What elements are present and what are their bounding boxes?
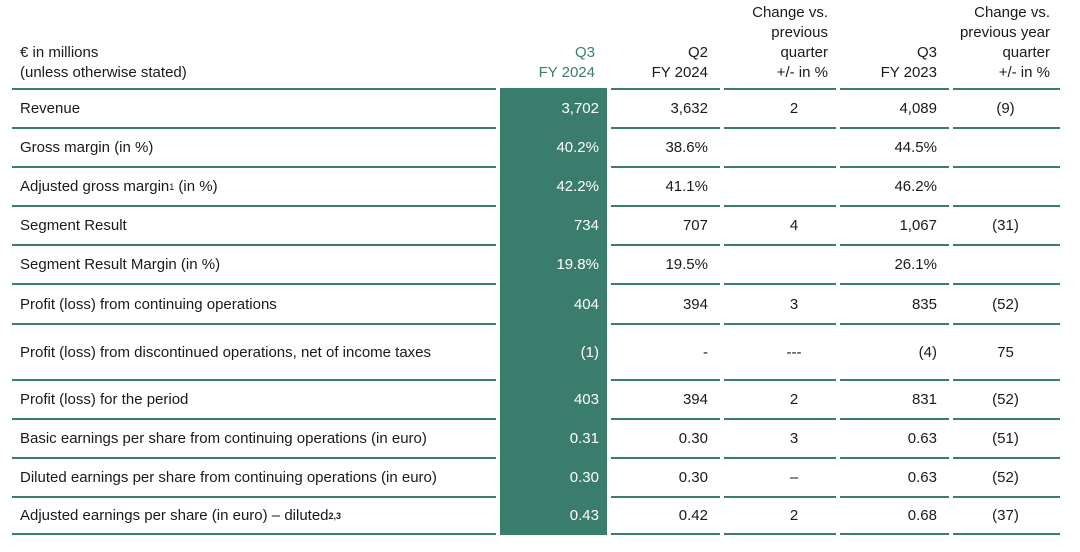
value-change-quarter: 3 bbox=[789, 430, 799, 447]
table-row: Profit (loss) from discontinued operatio… bbox=[12, 323, 1060, 379]
table-row: Profit (loss) for the period 403 394 2 831 (5… bbox=[12, 379, 1060, 418]
value-change-quarter bbox=[722, 129, 838, 166]
table-body: Revenue 3,702 3,632 2 4,089 (9) Gross margin (… bbox=[12, 88, 1060, 535]
row-label: Segment Result bbox=[20, 217, 127, 234]
value-q3-fy2024: 404 bbox=[496, 285, 609, 323]
value-q2-fy2024: 707 bbox=[682, 217, 708, 234]
value-change-quarter: 2 bbox=[789, 100, 799, 117]
value-change-year bbox=[951, 168, 1060, 205]
column-divider bbox=[949, 0, 953, 535]
header-change-quarter: Change vs. previous quarter +/- in % bbox=[752, 4, 828, 81]
value-q2-fy2024: 394 bbox=[682, 391, 708, 408]
row-label: Profit (loss) from continuing operations bbox=[20, 295, 277, 313]
footnote-marker: 2,3 bbox=[328, 510, 342, 521]
row-label: Profit (loss) for the period bbox=[20, 391, 189, 408]
value-change-year: (52) bbox=[992, 295, 1019, 313]
value-q3-fy2023: 1,067 bbox=[899, 217, 937, 234]
header-label: € in millions (unless otherwise stated) bbox=[12, 0, 496, 88]
value-q2-fy2024: 394 bbox=[682, 295, 708, 313]
value-q3-fy2023: 835 bbox=[911, 295, 937, 313]
value-q3-fy2023: (4) bbox=[918, 343, 937, 361]
value-q3-fy2024: 19.8% bbox=[496, 246, 609, 283]
value-change-quarter bbox=[722, 168, 838, 205]
value-q2-fy2024: 0.30 bbox=[678, 469, 708, 486]
value-change-quarter: – bbox=[789, 469, 799, 486]
value-change-quarter bbox=[722, 246, 838, 283]
value-q3-fy2023: 26.1% bbox=[894, 256, 937, 273]
row-label: Basic earnings per share from continuing… bbox=[20, 430, 427, 447]
financial-table: € in millions (unless otherwise stated) … bbox=[12, 0, 1060, 535]
value-q3-fy2023: 4,089 bbox=[899, 100, 937, 117]
row-label: Segment Result Margin (in %) bbox=[20, 256, 221, 273]
table-row: Diluted earnings per share from continui… bbox=[12, 457, 1060, 496]
value-change-quarter: 4 bbox=[789, 217, 799, 234]
table-row: Gross margin (in %) 40.2% 38.6% 44.5% bbox=[12, 127, 1060, 166]
header-change-year: Change vs. previous year quarter +/- in … bbox=[959, 4, 1050, 81]
value-q3-fy2024: 0.31 bbox=[496, 420, 609, 457]
table-row: Profit (loss) from continuing operations… bbox=[12, 283, 1060, 323]
value-change-year: (52) bbox=[992, 469, 1019, 486]
value-q3-fy2023: 831 bbox=[911, 391, 937, 408]
value-q3-fy2023: 0.68 bbox=[907, 507, 937, 524]
value-q2-fy2024: 3,632 bbox=[670, 100, 708, 117]
row-label: Diluted earnings per share from continui… bbox=[20, 469, 437, 486]
value-q3-fy2023: 0.63 bbox=[907, 469, 937, 486]
value-change-quarter: 3 bbox=[789, 295, 799, 313]
row-label: Revenue bbox=[20, 100, 81, 117]
header-unit: € in millions bbox=[20, 44, 99, 61]
column-divider bbox=[720, 0, 724, 535]
value-q3-fy2024: 403 bbox=[496, 381, 609, 418]
header-q3-fy2023: Q3 FY 2023 bbox=[880, 44, 937, 81]
row-label: Adjusted earnings per share (in euro) – … bbox=[20, 507, 342, 524]
value-change-year: (31) bbox=[992, 217, 1019, 234]
value-q3-fy2024: (1) bbox=[496, 325, 609, 379]
value-q3-fy2024: 3,702 bbox=[496, 90, 609, 127]
table-row: Adjusted gross margin 1 (in %) 42.2% 41.1% 4… bbox=[12, 166, 1060, 205]
value-q3-fy2024: 0.43 bbox=[496, 498, 609, 533]
table-row: Segment Result Margin (in %) 19.8% 19.5% 26… bbox=[12, 244, 1060, 283]
column-divider bbox=[607, 0, 611, 535]
table-row: Adjusted earnings per share (in euro) – … bbox=[12, 496, 1060, 535]
value-q2-fy2024: 0.30 bbox=[678, 430, 708, 447]
value-change-year: (37) bbox=[992, 507, 1019, 524]
value-q2-fy2024: - bbox=[703, 343, 708, 361]
value-q3-fy2024: 734 bbox=[496, 207, 609, 244]
table-row: Basic earnings per share from continuing… bbox=[12, 418, 1060, 457]
header-q3-fy2024: Q3 FY 2024 bbox=[538, 44, 595, 81]
value-change-year: (52) bbox=[992, 391, 1019, 408]
value-change-year: (9) bbox=[996, 100, 1015, 117]
value-q2-fy2024: 41.1% bbox=[665, 178, 708, 195]
table-row: Revenue 3,702 3,632 2 4,089 (9) bbox=[12, 88, 1060, 127]
value-q3-fy2024: 42.2% bbox=[496, 168, 609, 205]
value-change-year bbox=[951, 129, 1060, 166]
value-q3-fy2024: 40.2% bbox=[496, 129, 609, 166]
value-q3-fy2023: 46.2% bbox=[894, 178, 937, 195]
value-q2-fy2024: 38.6% bbox=[665, 139, 708, 156]
value-q2-fy2024: 0.42 bbox=[678, 507, 708, 524]
table-row: Segment Result 734 707 4 1,067 (31) bbox=[12, 205, 1060, 244]
header-q2-fy2024: Q2 FY 2024 bbox=[651, 44, 708, 81]
value-change-year bbox=[951, 246, 1060, 283]
header-unit-note: (unless otherwise stated) bbox=[20, 64, 187, 81]
value-q3-fy2023: 0.63 bbox=[907, 430, 937, 447]
row-label: Profit (loss) from discontinued operatio… bbox=[20, 343, 432, 361]
value-change-quarter: 2 bbox=[789, 507, 799, 524]
value-change-year: (51) bbox=[992, 430, 1019, 447]
value-q2-fy2024: 19.5% bbox=[665, 256, 708, 273]
row-label: Gross margin (in %) bbox=[20, 139, 154, 156]
value-q3-fy2024: 0.30 bbox=[496, 459, 609, 496]
value-q3-fy2023: 44.5% bbox=[894, 139, 937, 156]
table-header: € in millions (unless otherwise stated) … bbox=[12, 0, 1060, 88]
value-change-quarter: --- bbox=[786, 343, 802, 361]
value-change-quarter: 2 bbox=[789, 391, 799, 408]
footnote-marker: 1 bbox=[169, 181, 175, 192]
column-divider bbox=[836, 0, 840, 535]
value-change-year: 75 bbox=[997, 343, 1014, 361]
column-divider bbox=[496, 0, 500, 535]
row-label: Adjusted gross margin 1 (in %) bbox=[20, 178, 218, 195]
